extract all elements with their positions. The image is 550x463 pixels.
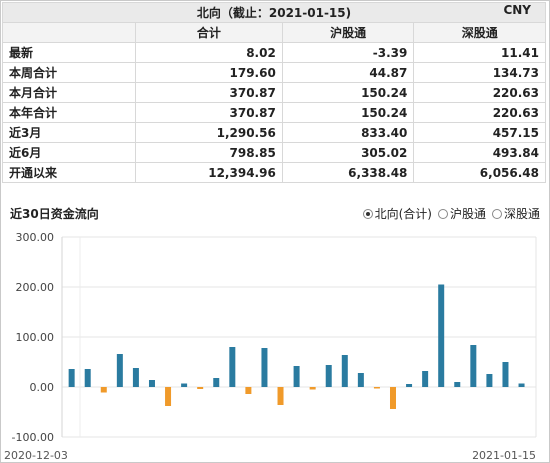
- bar: [293, 366, 300, 387]
- bar: [68, 369, 75, 387]
- column-header-sh: 沪股通: [281, 22, 415, 43]
- cell-sh: 150.24: [281, 102, 415, 123]
- currency-label: CNY: [503, 3, 531, 17]
- bar: [277, 387, 284, 405]
- radio-selected-icon: [362, 208, 373, 219]
- flow-bar-chart: 300.00 200.00 100.00 0.00 -100.00 2020-12-03 2…: [4, 231, 537, 462]
- cell-sz: 220.63: [413, 102, 546, 123]
- cell-sh: -3.39: [281, 42, 415, 63]
- cell-sh: 305.02: [281, 142, 415, 163]
- table-title-row: 北向（截止：2021-01-15) CNY: [2, 2, 546, 23]
- cell-total: 8.02: [135, 42, 283, 63]
- bar: [165, 387, 172, 406]
- cell-sz: 493.84: [413, 142, 546, 163]
- table-row: 本月合计 370.87 150.24 220.63: [2, 82, 546, 103]
- cell-total: 798.85: [135, 142, 283, 163]
- row-label: 本年合计: [2, 102, 136, 123]
- table-row: 最新 8.02 -3.39 11.41: [2, 42, 546, 63]
- radio-label: 深股通: [503, 207, 540, 221]
- table-title: 北向（截止：2021-01-15): [196, 6, 352, 20]
- cell-sh: 6,338.48: [281, 162, 415, 183]
- y-tick-label: 300.00: [16, 231, 55, 244]
- bar: [84, 369, 91, 387]
- row-label: 本周合计: [2, 62, 136, 83]
- bar: [245, 387, 252, 394]
- flow-panel-title: 近30日资金流向: [10, 207, 99, 221]
- row-label: 最新: [2, 42, 136, 63]
- radio-label: 北向(合计): [374, 207, 432, 221]
- table-row: 开通以来 12,394.96 6,338.48 6,056.48: [2, 162, 546, 183]
- row-label: 开通以来: [2, 162, 136, 183]
- bar: [502, 362, 509, 387]
- radio-shenzhen-connect[interactable]: 深股通: [491, 205, 540, 222]
- y-tick-label: 200.00: [16, 281, 55, 294]
- bar: [181, 383, 188, 387]
- cell-sz: 6,056.48: [413, 162, 546, 183]
- cell-total: 370.87: [135, 82, 283, 103]
- bar: [422, 371, 429, 387]
- x-end-label: 2021-01-15: [472, 449, 536, 462]
- cell-sz: 134.73: [413, 62, 546, 83]
- series-selector: 北向(合计) 沪股通 深股通: [362, 205, 540, 222]
- column-header-row: 合计 沪股通 深股通: [2, 22, 546, 43]
- bar: [389, 387, 396, 409]
- column-header-sz: 深股通: [413, 22, 546, 43]
- radio-label: 沪股通: [449, 207, 486, 221]
- cell-sz: 220.63: [413, 82, 546, 103]
- cell-sh: 833.40: [281, 122, 415, 143]
- cell-total: 1,290.56: [135, 122, 283, 143]
- bar: [357, 373, 364, 387]
- bar: [197, 387, 204, 389]
- radio-unselected-icon: [437, 208, 448, 219]
- table-row: 近3月 1,290.56 833.40 457.15: [2, 122, 546, 143]
- table-row: 近6月 798.85 305.02 493.84: [2, 142, 546, 163]
- bar: [470, 345, 477, 387]
- cell-total: 12,394.96: [135, 162, 283, 183]
- row-label: 本月合计: [2, 82, 136, 103]
- cell-total: 179.60: [135, 62, 283, 83]
- flow-panel-header: 近30日资金流向 北向(合计) 沪股通 深股通: [10, 205, 540, 225]
- cell-sh: 150.24: [281, 82, 415, 103]
- bar: [454, 382, 461, 387]
- column-header-total: 合计: [135, 22, 283, 43]
- bar: [341, 355, 348, 387]
- bar: [116, 354, 123, 387]
- table-row: 本周合计 179.60 44.87 134.73: [2, 62, 546, 83]
- cell-sz: 457.15: [413, 122, 546, 143]
- bar: [229, 347, 236, 387]
- bar: [213, 378, 220, 387]
- y-tick-label: 0.00: [30, 381, 55, 394]
- bar: [261, 348, 268, 387]
- bar: [438, 284, 445, 387]
- row-label: 近6月: [2, 142, 136, 163]
- cell-total: 370.87: [135, 102, 283, 123]
- bar: [406, 384, 413, 387]
- bar: [325, 365, 332, 387]
- cell-sh: 44.87: [281, 62, 415, 83]
- bar: [309, 387, 316, 390]
- summary-table: 北向（截止：2021-01-15) CNY 合计 沪股通 深股通 最新 8.02…: [2, 2, 546, 183]
- bar: [518, 383, 525, 387]
- radio-northbound-total[interactable]: 北向(合计): [362, 205, 432, 222]
- bar: [148, 380, 155, 387]
- cell-sz: 11.41: [413, 42, 546, 63]
- bar: [486, 374, 493, 387]
- bar: [100, 387, 107, 393]
- bar: [132, 368, 139, 387]
- radio-unselected-icon: [491, 208, 502, 219]
- table-row: 本年合计 370.87 150.24 220.63: [2, 102, 546, 123]
- x-start-label: 2020-12-03: [4, 449, 68, 462]
- column-header-empty: [2, 22, 136, 43]
- y-tick-label: 100.00: [16, 331, 55, 344]
- bar: [373, 387, 380, 389]
- row-label: 近3月: [2, 122, 136, 143]
- y-tick-label: -100.00: [12, 431, 54, 444]
- table-title-cell: 北向（截止：2021-01-15) CNY: [2, 2, 546, 23]
- radio-shanghai-connect[interactable]: 沪股通: [437, 205, 486, 222]
